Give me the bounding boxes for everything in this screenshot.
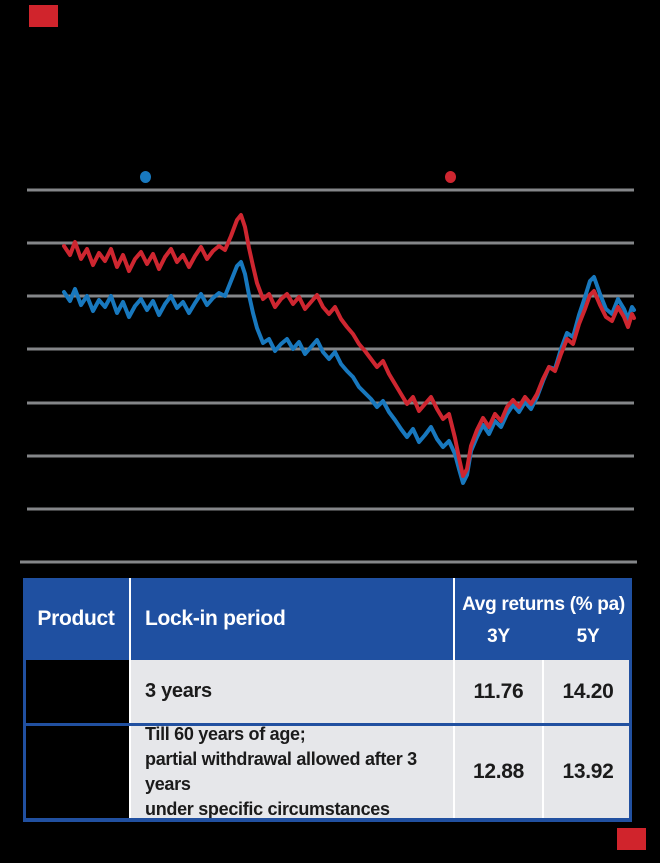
row2-divider-1 [453, 726, 455, 818]
header-3y: 3Y [487, 626, 510, 647]
brand-block-top-left [29, 5, 58, 27]
row2-divider-0 [129, 726, 131, 818]
legend-dot-red [445, 171, 456, 183]
comparison-table: Product Lock-in period Avg returns (% pa… [23, 578, 632, 822]
table-left-border [23, 660, 26, 822]
cell-5y-2: 13.92 [544, 726, 632, 818]
legend-dot-blue [140, 171, 151, 183]
row2-divider-2 [542, 726, 544, 818]
lock-in-line-1: Till 60 years of age; [145, 724, 306, 744]
red-series-line [62, 213, 636, 478]
cell-product-1 [26, 660, 129, 723]
lock-in-line-2: partial withdrawal allowed after 3 years [145, 749, 417, 794]
table-header-row: Product Lock-in period Avg returns (% pa… [23, 578, 632, 660]
cell-product-2 [26, 726, 129, 818]
header-divider-2 [453, 578, 455, 660]
table-row: Till 60 years of age; partial withdrawal… [23, 724, 632, 819]
cell-5y-1: 14.20 [544, 660, 632, 723]
header-5y: 5Y [576, 626, 600, 647]
row1-divider-2 [542, 660, 544, 723]
row1-divider-0 [129, 660, 131, 723]
row1-divider-1 [453, 660, 455, 723]
header-divider-1 [129, 578, 131, 660]
lock-in-text: 3 years [145, 680, 212, 702]
cell-3y-2: 12.88 [455, 726, 542, 818]
cell-lock-in-1: 3 years [131, 660, 453, 723]
lock-in-line-3: under specific circumstances [145, 799, 390, 819]
header-avg-returns: Avg returns (% pa) [462, 594, 625, 615]
table-row: 3 years 11.76 14.20 [23, 660, 632, 723]
table-bottom-border [23, 818, 632, 822]
table-right-border [629, 660, 632, 818]
header-lock-in-period: Lock-in period [145, 607, 286, 630]
cell-3y-1: 11.76 [455, 660, 542, 723]
row-divider-line [23, 723, 632, 726]
brand-block-bottom-right [617, 828, 646, 850]
cell-lock-in-2: Till 60 years of age; partial withdrawal… [131, 724, 453, 819]
header-product: Product [37, 607, 115, 630]
